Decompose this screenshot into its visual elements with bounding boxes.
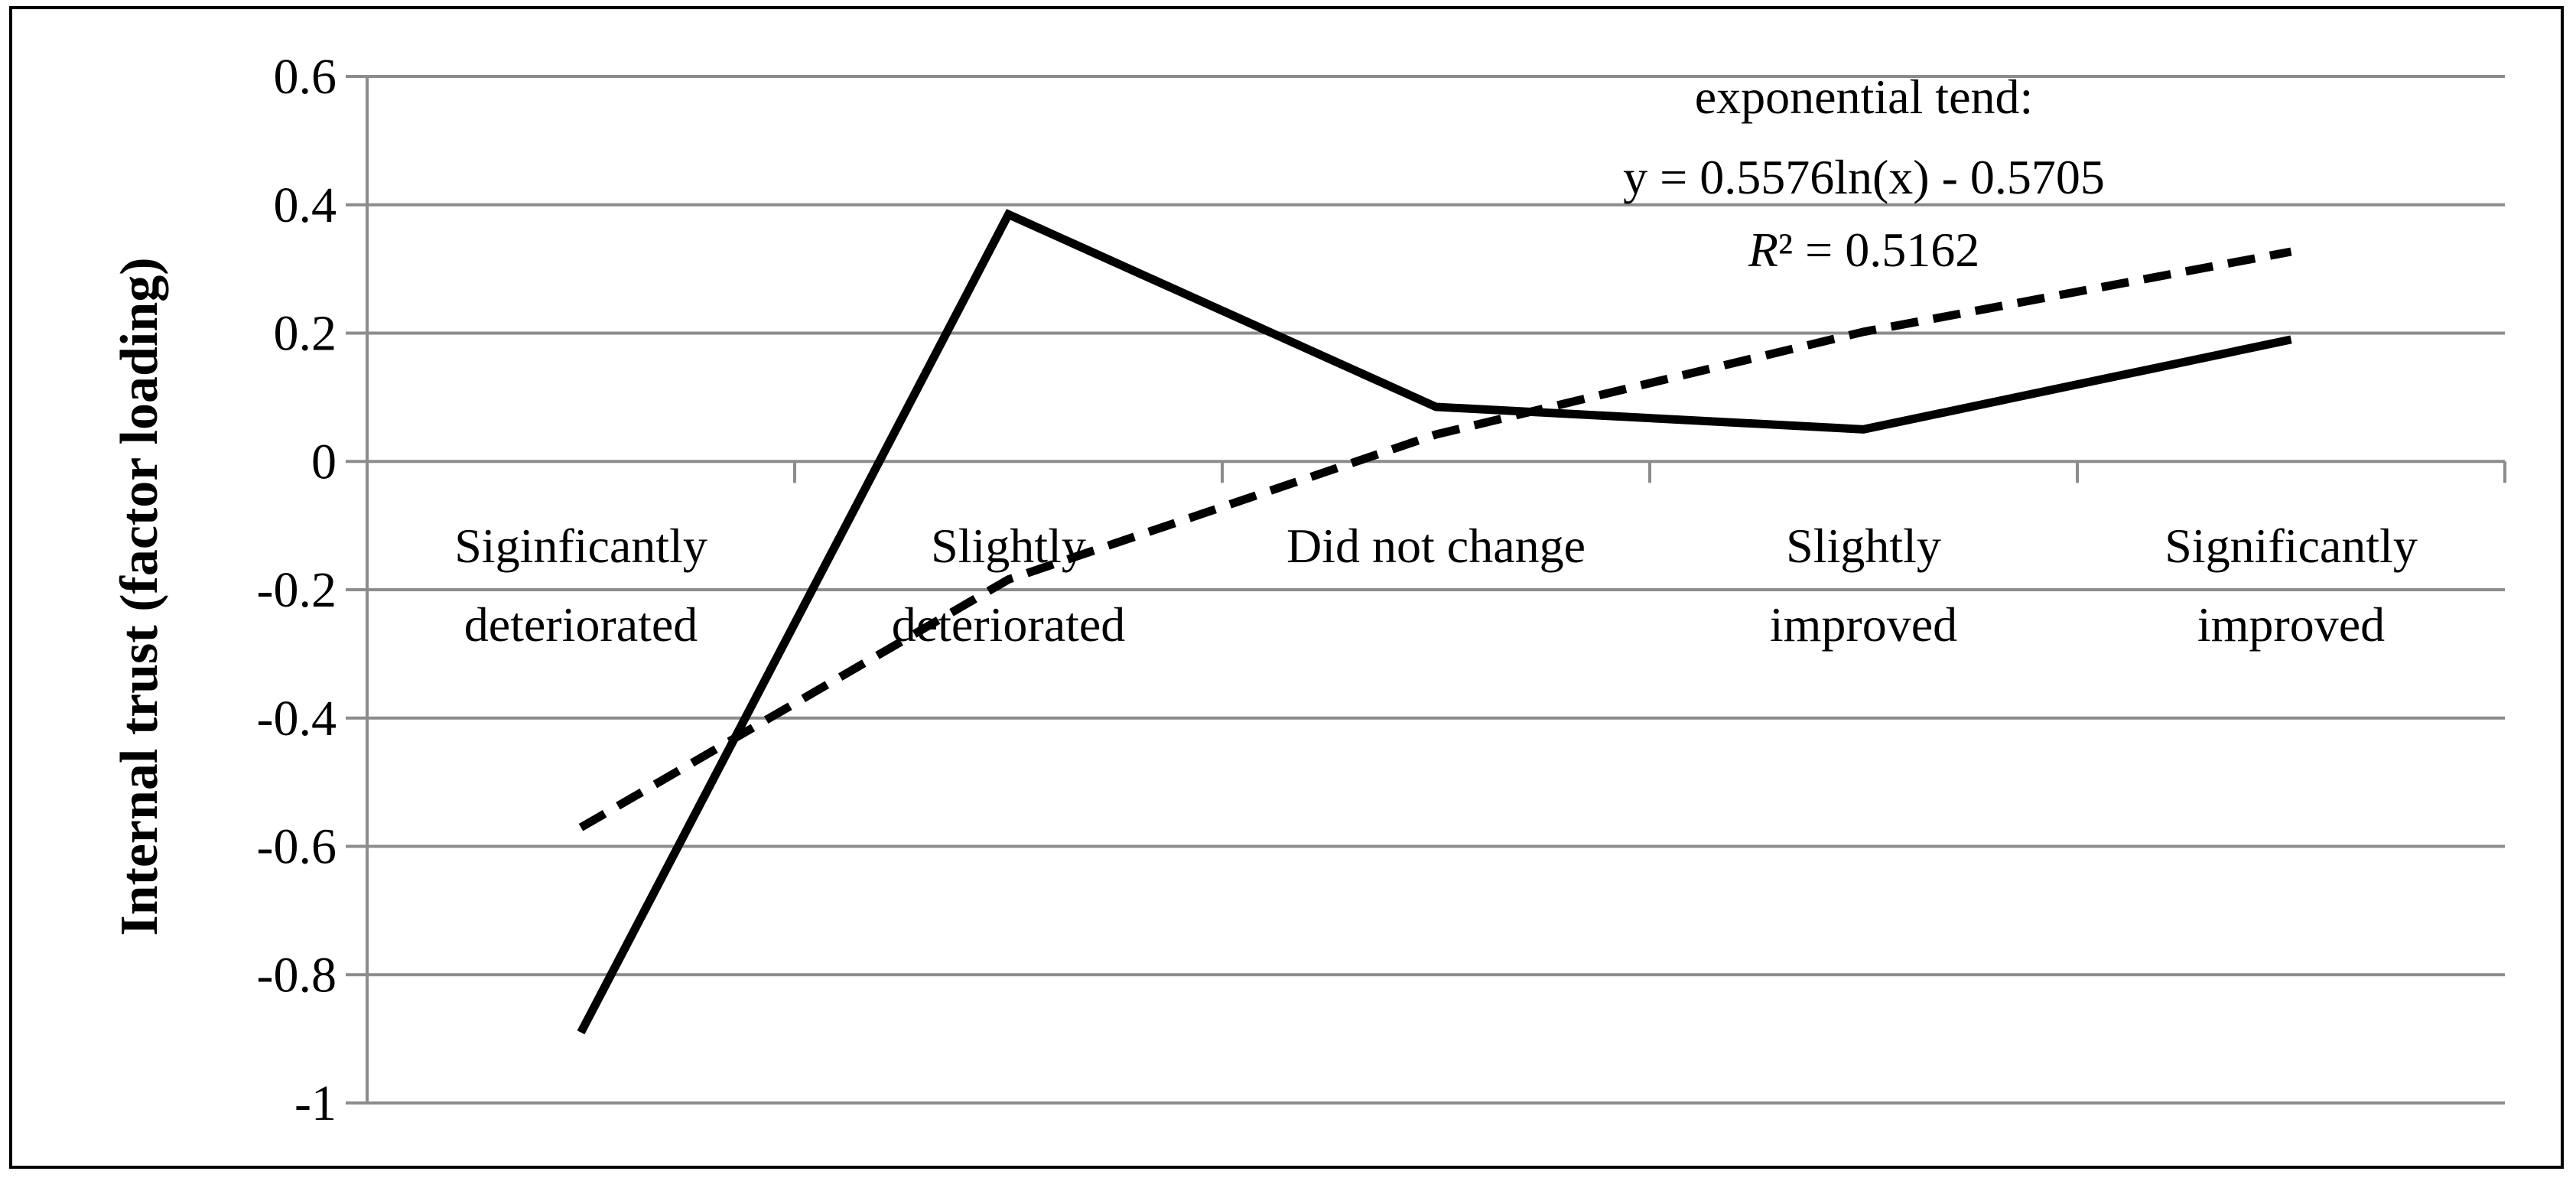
category-label-line: improved — [2197, 597, 2385, 652]
gridlines — [367, 75, 2505, 1105]
r-squared-value: ² = 0.5162 — [1778, 223, 1979, 277]
category-label-line: improved — [1770, 597, 1957, 652]
trendline-annotation: exponential tend: y = 0.5576ln(x) - 0.57… — [1623, 70, 2105, 277]
y-tick-labels: 0.6 0.4 0.2 0 -0.2 -0.4 -0.6 -0.8 -1 — [257, 49, 337, 1131]
category-label-line: Siginficantly — [454, 519, 707, 573]
category-labels: Siginficantly deteriorated Slightly deterio… — [454, 519, 2418, 652]
category-label: Siginficantly deteriorated — [454, 519, 707, 652]
r-squared-symbol: R — [1748, 223, 1778, 277]
series-lines — [577, 209, 2292, 1035]
y-tick-label: -1 — [294, 1075, 337, 1131]
axes — [346, 75, 2506, 1105]
category-label-line: Slightly — [1786, 519, 1941, 573]
y-tick-label: 0.4 — [274, 177, 337, 233]
y-tick-label: 0.6 — [274, 49, 337, 105]
category-label-line: Significantly — [2165, 519, 2418, 573]
y-tick-label: -0.2 — [257, 562, 337, 618]
category-label-line: deteriorated — [464, 597, 698, 652]
category-label-line: Did not change — [1286, 519, 1586, 573]
y-tick-label: -0.4 — [257, 691, 337, 747]
y-tick-label: -0.8 — [257, 947, 337, 1003]
category-label-line: Slightly — [931, 519, 1086, 573]
category-label: Significantly improved — [2165, 519, 2418, 652]
trendline-series — [578, 247, 2292, 831]
y-tick-label: 0 — [311, 434, 337, 490]
category-label-line: deteriorated — [892, 597, 1126, 652]
annotation-line-1: exponential tend: — [1695, 70, 2034, 124]
category-label: Slightly improved — [1770, 519, 1957, 652]
y-tick-label: -0.6 — [257, 819, 337, 875]
y-tick-label: 0.2 — [274, 306, 337, 362]
category-label: Slightly deteriorated — [892, 519, 1126, 652]
annotation-r-squared: R² = 0.5162 — [1748, 223, 1979, 277]
category-label: Did not change — [1286, 519, 1586, 573]
y-axis-label: Internal trust (factor loading) — [110, 257, 169, 935]
annotation-line-2: y = 0.5576ln(x) - 0.5705 — [1623, 150, 2105, 204]
data-series-line — [577, 209, 2292, 1035]
